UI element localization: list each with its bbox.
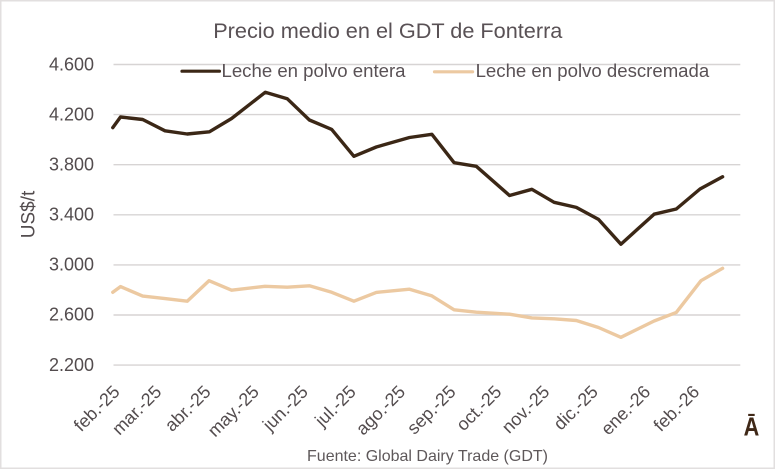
svg-text:Leche en polvo descremada: Leche en polvo descremada <box>476 60 710 81</box>
svg-text:Ā: Ā <box>744 414 760 442</box>
svg-text:Leche en polvo entera: Leche en polvo entera <box>222 60 407 81</box>
svg-text:2.200: 2.200 <box>49 355 94 375</box>
svg-text:US$/t: US$/t <box>19 190 40 238</box>
svg-text:4.600: 4.600 <box>49 55 94 75</box>
svg-text:Fuente: Global Dairy Trade (GD: Fuente: Global Dairy Trade (GDT) <box>307 448 548 465</box>
svg-text:3.800: 3.800 <box>49 155 94 175</box>
svg-text:3.400: 3.400 <box>49 205 94 225</box>
svg-text:Precio medio en el GDT de Font: Precio medio en el GDT de Fonterra <box>213 18 563 43</box>
svg-text:4.200: 4.200 <box>49 105 94 125</box>
svg-text:3.000: 3.000 <box>49 255 94 275</box>
svg-text:2.600: 2.600 <box>49 305 94 325</box>
